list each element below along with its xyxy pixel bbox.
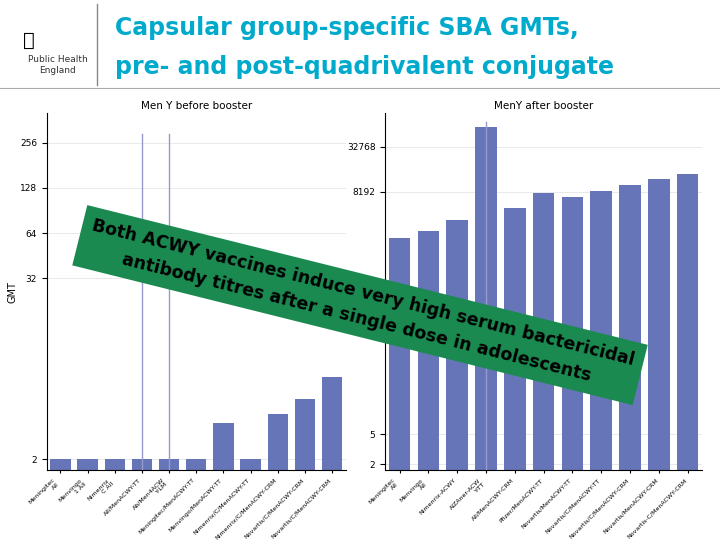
Title: Men Y before booster: Men Y before booster	[140, 101, 252, 111]
Bar	[446, 220, 468, 540]
Bar	[213, 423, 233, 540]
Text: Capsular group-specific SBA GMTs,: Capsular group-specific SBA GMTs,	[115, 16, 579, 40]
Text: 👑: 👑	[23, 31, 35, 50]
Bar	[268, 414, 288, 540]
Bar	[50, 459, 71, 540]
Bar	[677, 174, 698, 540]
Text: 72: 72	[11, 520, 28, 533]
Bar	[418, 231, 439, 540]
Bar	[619, 185, 641, 540]
Text: Both ACWY vaccines induce very high serum bactericidal
antibody titres after a s: Both ACWY vaccines induce very high seru…	[84, 217, 636, 394]
Y-axis label: GMT: GMT	[7, 281, 17, 302]
Text: pre- and post-quadrivalent conjugate: pre- and post-quadrivalent conjugate	[115, 55, 614, 79]
Bar	[294, 400, 315, 540]
Bar	[562, 197, 583, 540]
Title: MenY after booster: MenY after booster	[494, 101, 593, 111]
Bar	[186, 459, 207, 540]
Bar	[240, 459, 261, 540]
Bar	[104, 459, 125, 540]
Bar	[648, 179, 670, 540]
Bar	[389, 238, 410, 540]
Bar	[590, 191, 612, 540]
Bar	[132, 459, 152, 540]
Text: Public Health
England: Public Health England	[28, 55, 87, 75]
Bar	[533, 193, 554, 540]
Bar	[77, 459, 98, 540]
Bar	[159, 459, 179, 540]
Bar	[504, 208, 526, 540]
Bar	[322, 377, 342, 540]
Bar	[475, 127, 497, 540]
